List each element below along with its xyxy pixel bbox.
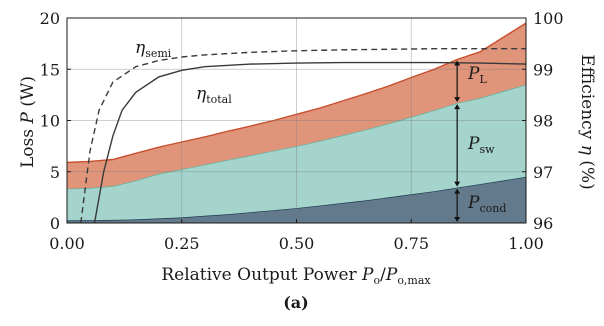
band-arrows: [454, 60, 461, 222]
x-tick-labels: 0.00 0.25 0.50 0.75 1.00: [49, 219, 544, 253]
p-l-label: PL: [467, 64, 487, 86]
x-tick-label: 1.00: [508, 234, 544, 253]
y-left-tick-label: 20: [40, 9, 60, 28]
area-L: [67, 23, 526, 189]
x-tick-label: 0.50: [279, 234, 315, 253]
x-tick-label: 0.00: [49, 234, 85, 253]
y-left-tick-label: 10: [40, 112, 60, 131]
y-right-tick-labels: 96 97 98 99 100: [522, 9, 564, 233]
arrow-cond: [454, 188, 461, 222]
p-sw-label: Psw: [467, 134, 495, 156]
line-semi: [80, 48, 526, 224]
y-right-tick-label: 96: [533, 214, 553, 233]
efficiency-lines: [80, 48, 527, 224]
x-axis-label: Relative Output Power Po/Po,max: [161, 265, 431, 287]
y-left-tick-label: 5: [50, 163, 60, 182]
y-left-axis-label: Loss P (W): [18, 76, 38, 168]
y-right-tick-label: 100: [533, 9, 564, 28]
line-total: [93, 61, 527, 224]
area-sw: [67, 84, 526, 221]
y-right-tick-label: 97: [533, 163, 553, 182]
area-cond: [67, 176, 526, 223]
stacked-loss-areas: [66, 22, 527, 223]
y-left-tick-label: 0: [50, 214, 60, 233]
p-cond-label: Pcond: [467, 193, 506, 215]
eta-semi-label: ηsemi: [135, 38, 172, 60]
x-tick-label: 0.25: [164, 234, 200, 253]
y-left-tick-labels: 0 5 10 15 20: [40, 9, 71, 233]
y-right-tick-label: 98: [533, 112, 553, 131]
arrow-sw: [454, 104, 461, 187]
arrow-l: [454, 60, 461, 103]
y-right-axis-label: Efficiency η (%): [577, 54, 597, 189]
y-right-tick-label: 99: [533, 60, 553, 79]
y-left-tick-label: 15: [40, 60, 60, 79]
eta-total-label: ηtotal: [196, 84, 232, 106]
grid-lines: [67, 18, 526, 223]
x-tick-label: 0.75: [393, 234, 429, 253]
figure-caption: (a): [283, 293, 309, 312]
